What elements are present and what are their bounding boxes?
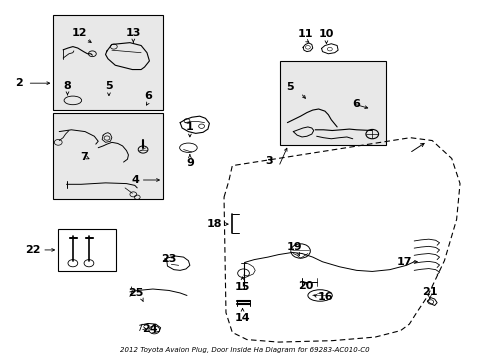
Text: 5: 5	[105, 81, 113, 91]
Text: 5: 5	[285, 82, 293, 92]
Text: 13: 13	[125, 28, 141, 39]
Text: 9: 9	[185, 158, 193, 168]
Text: 22: 22	[24, 245, 40, 255]
Text: 1: 1	[185, 122, 193, 132]
Text: 15: 15	[234, 282, 250, 292]
Text: 25: 25	[128, 288, 143, 298]
Text: 6: 6	[352, 99, 360, 109]
Text: 3: 3	[264, 156, 272, 166]
Text: 2: 2	[15, 78, 23, 88]
Text: 11: 11	[297, 29, 312, 39]
Text: 8: 8	[63, 81, 71, 91]
Bar	[53, 15, 163, 110]
Text: 19: 19	[286, 242, 302, 252]
Text: 20: 20	[297, 282, 312, 292]
Text: 2012 Toyota Avalon Plug, Door Inside Ha Diagram for 69283-AC010-C0: 2012 Toyota Avalon Plug, Door Inside Ha …	[120, 347, 368, 353]
Text: 4: 4	[132, 175, 140, 185]
Text: 6: 6	[144, 91, 152, 101]
Text: 14: 14	[234, 313, 250, 323]
Text: 21: 21	[421, 287, 437, 297]
Text: 24: 24	[142, 324, 158, 334]
Text: 12: 12	[72, 28, 87, 39]
Text: 18: 18	[206, 219, 222, 229]
Text: 7: 7	[80, 152, 88, 162]
Text: 10: 10	[318, 29, 333, 39]
Text: 23: 23	[161, 254, 177, 264]
Bar	[53, 113, 163, 199]
Bar	[279, 60, 385, 145]
Bar	[58, 229, 116, 271]
Text: 16: 16	[317, 292, 333, 302]
Text: 17: 17	[395, 257, 411, 267]
